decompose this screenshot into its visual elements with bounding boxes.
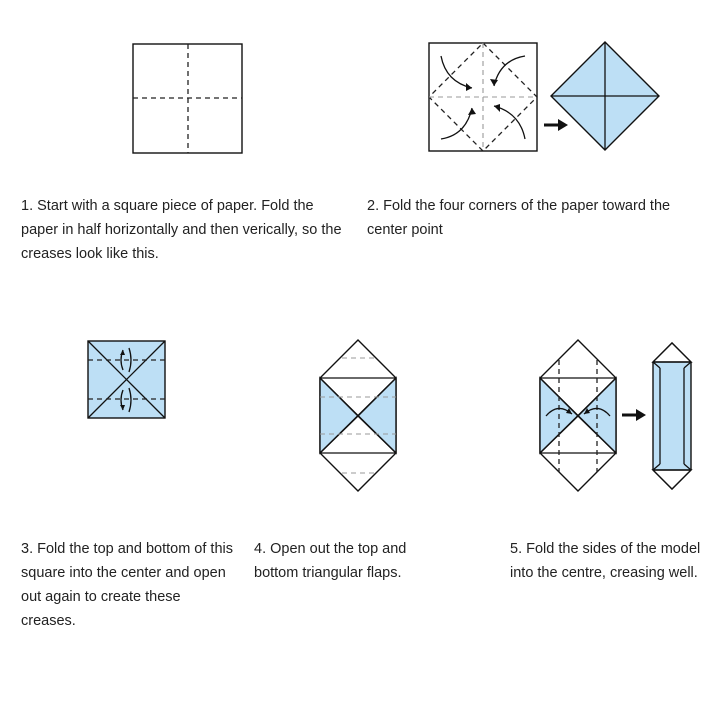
result-arrow-icon xyxy=(622,409,646,421)
step-number: 5. xyxy=(510,541,523,557)
step-3-diagram xyxy=(87,340,166,419)
square-with-fold-guides xyxy=(428,42,538,152)
result-arrow-icon xyxy=(544,119,568,131)
fold-arrow-icon xyxy=(545,407,611,417)
step-text: Start with a square piece of paper. Fold… xyxy=(21,198,342,262)
step-number: 4. xyxy=(254,541,267,557)
step-3-caption: 3. Fold the top and bottom of this squar… xyxy=(21,537,236,633)
step-number: 1. xyxy=(21,198,34,214)
step-2-diagram xyxy=(428,41,660,152)
step-text: Open out the top and bottom triangular f… xyxy=(254,541,407,581)
step-text: Fold the sides of the model into the cen… xyxy=(510,541,701,581)
step-4-caption: 4. Open out the top and bottom triangula… xyxy=(254,537,424,585)
fold-arrow-icon xyxy=(120,347,132,413)
step-5-diagram xyxy=(539,339,693,492)
step-1-caption: 1. Start with a square piece of paper. F… xyxy=(21,194,351,266)
step-2-caption: 2. Fold the four corners of the paper to… xyxy=(367,194,697,242)
step-4-diagram xyxy=(319,339,397,492)
hexagon-with-side-folds xyxy=(539,339,617,492)
step-1-diagram xyxy=(132,43,243,154)
step-text: Fold the top and bottom of this square i… xyxy=(21,541,233,629)
step-number: 2. xyxy=(367,198,380,214)
step-text: Fold the four corners of the paper towar… xyxy=(367,198,671,238)
folded-diamond xyxy=(550,41,660,151)
step-number: 3. xyxy=(21,541,34,557)
opened-hexagon xyxy=(319,339,397,492)
folded-strip xyxy=(651,342,693,490)
step-5-caption: 5. Fold the sides of the model into the … xyxy=(510,537,722,585)
fold-arrow-icon xyxy=(440,55,526,140)
